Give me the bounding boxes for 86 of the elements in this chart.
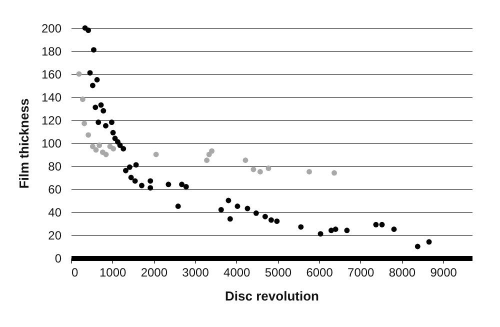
point: [94, 77, 100, 82]
x-axis-title: Disc revolution: [225, 288, 320, 304]
point: [179, 182, 185, 188]
point: [92, 104, 98, 110]
point: [122, 168, 128, 174]
point: [234, 204, 240, 209]
point: [218, 206, 224, 212]
point: [103, 152, 109, 158]
point: [262, 214, 268, 220]
point: [244, 206, 250, 212]
x-tick-label: 4000: [224, 266, 251, 280]
point: [266, 166, 272, 172]
y-tick-label: 180: [41, 44, 62, 58]
y-tick-label: 140: [41, 90, 62, 104]
x-tick-label: 7000: [348, 266, 375, 280]
point: [166, 182, 172, 188]
x-tick-label: 8000: [388, 266, 416, 280]
point: [108, 120, 114, 126]
point: [86, 28, 92, 34]
y-axis-title: Film thickness: [16, 98, 32, 189]
x-tick-label: 2000: [140, 266, 168, 280]
point: [76, 71, 82, 77]
x-tick-label: 1000: [99, 266, 127, 280]
y-tick-label: 200: [41, 22, 62, 36]
point: [82, 120, 88, 126]
point: [120, 146, 126, 152]
point: [332, 226, 338, 232]
x-tick-label: 6000: [306, 266, 334, 280]
point: [328, 228, 334, 234]
point: [90, 82, 96, 88]
point: [226, 198, 232, 204]
point: [110, 146, 116, 152]
y-tick-label: 120: [41, 114, 62, 128]
point: [175, 204, 181, 209]
point: [148, 185, 154, 191]
point: [373, 222, 379, 228]
point: [242, 158, 248, 163]
point: [298, 224, 304, 230]
point: [318, 231, 324, 237]
point: [87, 70, 93, 76]
point: [133, 162, 139, 168]
y-tick-label: 160: [41, 68, 62, 82]
point: [391, 226, 397, 232]
point: [102, 123, 108, 128]
point: [414, 244, 420, 250]
point: [268, 217, 274, 223]
point: [126, 164, 132, 170]
point: [426, 239, 432, 245]
point: [96, 142, 102, 148]
point: [86, 132, 92, 138]
point: [153, 152, 159, 158]
point: [96, 120, 102, 126]
point: [138, 182, 144, 188]
x-tick-label: 5000: [264, 266, 292, 280]
point: [332, 170, 337, 176]
x-tick-label: 3000: [182, 266, 210, 280]
y-tick-label: 100: [41, 136, 62, 150]
point: [379, 222, 385, 228]
point: [132, 178, 138, 184]
point: [183, 184, 189, 190]
point: [98, 102, 104, 108]
point: [93, 147, 99, 153]
point: [209, 148, 215, 154]
point: [306, 169, 312, 174]
point: [204, 158, 210, 163]
y-tick-label: 80: [48, 160, 62, 174]
point: [117, 142, 123, 148]
point: [91, 47, 96, 53]
point: [227, 216, 233, 222]
point: [344, 228, 350, 234]
point: [90, 144, 96, 150]
point: [148, 178, 154, 184]
point: [80, 96, 86, 102]
y-tick-label: 40: [48, 206, 62, 220]
point: [274, 218, 280, 224]
point: [257, 169, 263, 174]
y-tick-label: 20: [48, 228, 62, 242]
y-tick-label: 60: [48, 182, 62, 196]
point: [250, 166, 256, 172]
point: [253, 210, 259, 216]
point: [100, 108, 106, 114]
y-tick-label: 0: [54, 252, 62, 266]
point: [110, 130, 116, 136]
x-tick-label: 0: [72, 266, 78, 280]
x-tick-label: 9000: [430, 266, 458, 280]
point: [128, 174, 134, 180]
